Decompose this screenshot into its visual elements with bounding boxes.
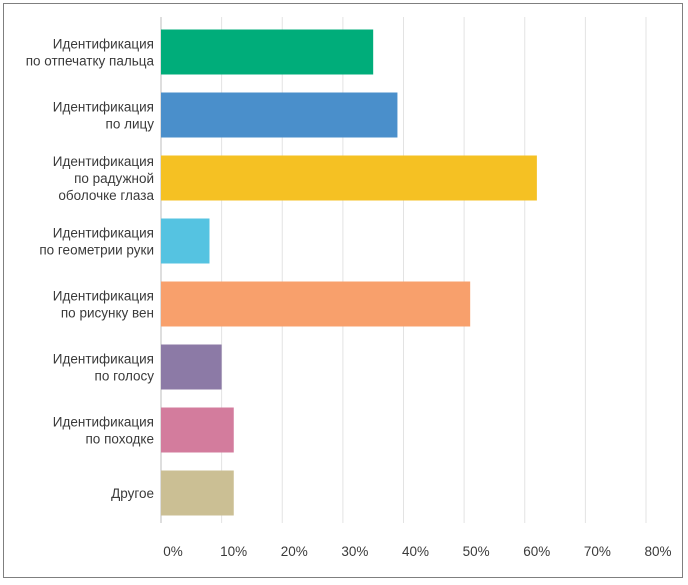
x-tick-label: 70% (584, 544, 611, 559)
x-axis-ticks: 0% 10% 20% 30% 40% 50% 60% 70% 80% (163, 544, 671, 559)
bars (161, 29, 537, 516)
x-tick-label: 60% (523, 544, 550, 559)
bar (161, 407, 234, 453)
x-tick-label: 20% (281, 544, 308, 559)
x-tick-label: 10% (220, 544, 247, 559)
bar (161, 29, 374, 75)
x-tick-label: 0% (163, 544, 183, 559)
category-label: Идентификация по голосу (53, 352, 154, 384)
category-label: Идентификация по отпечатку пальца (26, 37, 155, 69)
bar (161, 281, 471, 327)
bar (161, 92, 398, 138)
category-label: Идентификация по лицу (53, 100, 154, 132)
bar (161, 155, 537, 201)
category-label: Идентификация по геометрии руки (39, 226, 154, 258)
x-tick-label: 80% (644, 544, 671, 559)
x-tick-label: 50% (463, 544, 490, 559)
category-label: Идентификация по радужной оболочке глаза (53, 154, 155, 203)
category-labels: Идентификация по отпечатку пальца Идентифи… (26, 37, 155, 502)
category-label: Другое (111, 486, 154, 501)
bar (161, 218, 210, 264)
x-tick-label: 30% (341, 544, 368, 559)
category-label: Идентификация по походке (53, 415, 154, 447)
bar (161, 344, 222, 390)
bar (161, 470, 234, 516)
category-label: Идентификация по рисунку вен (53, 289, 154, 321)
x-tick-label: 40% (402, 544, 429, 559)
